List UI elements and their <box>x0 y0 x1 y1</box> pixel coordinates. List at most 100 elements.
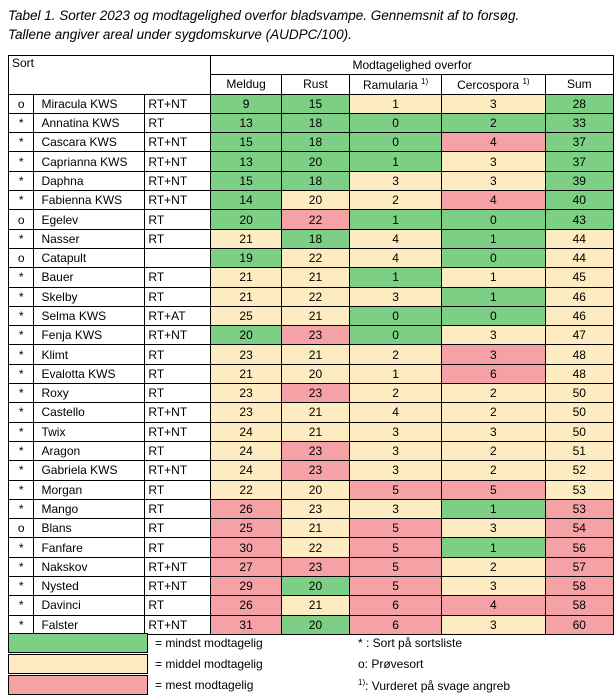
cell-meldug: 21 <box>210 228 282 249</box>
sort-marker: * <box>7 132 35 153</box>
cell-ramularia: 0 <box>349 112 443 134</box>
cell-ramularia: 1 <box>349 267 443 288</box>
cell-sum: 58 <box>544 576 614 597</box>
cell-meldug: 24 <box>210 460 282 481</box>
cell-meldug: 15 <box>210 132 282 153</box>
cell-ramularia: 3 <box>349 170 443 192</box>
table-row: * Davinci RT 26 21 6 4 58 <box>7 595 614 616</box>
variety-name: Miracula KWS <box>33 93 146 114</box>
cell-cercospora: 4 <box>441 132 546 153</box>
cell-meldug: 31 <box>210 614 282 635</box>
sort-marker: * <box>7 576 35 597</box>
variety-type: RT+NT <box>144 93 212 114</box>
cell-rust: 23 <box>280 325 351 346</box>
cell-cercospora: 0 <box>441 305 546 327</box>
cell-meldug: 23 <box>210 402 282 423</box>
cell-sum: 43 <box>544 209 614 230</box>
table-row: o Catapult 19 22 4 0 44 <box>7 247 614 269</box>
sort-marker: o <box>7 209 35 230</box>
cell-rust: 18 <box>280 132 351 153</box>
cell-rust: 20 <box>280 363 351 385</box>
cell-cercospora: 6 <box>441 363 546 385</box>
sort-marker: * <box>7 402 35 423</box>
variety-type: RT <box>144 595 212 616</box>
variety-name: Fenja KWS <box>33 325 146 346</box>
footnote-mark: 1) <box>522 76 530 86</box>
sort-header: Sort <box>7 55 212 95</box>
cell-rust: 21 <box>280 518 351 539</box>
cell-ramularia: 2 <box>349 383 443 404</box>
cell-meldug: 23 <box>210 344 282 365</box>
variety-type: RT+NT <box>144 556 212 578</box>
cell-ramularia: 3 <box>349 421 443 442</box>
cell-ramularia: 1 <box>349 363 443 385</box>
variety-name: Blans <box>33 518 146 539</box>
cell-ramularia: 2 <box>349 190 443 211</box>
sort-marker: * <box>7 421 35 442</box>
variety-name: Roxy <box>33 383 146 404</box>
variety-type: RT <box>144 498 212 520</box>
cell-ramularia: 3 <box>349 440 443 462</box>
variety-type: RT <box>144 537 212 558</box>
cell-meldug: 22 <box>210 479 282 500</box>
legend-swatch-red <box>8 675 148 695</box>
legend-swatch-green <box>8 633 148 653</box>
legend-o-note: o: Prøvesort <box>358 657 424 671</box>
col-header-ramularia: Ramularia 1) <box>349 74 443 95</box>
cell-rust: 18 <box>280 112 351 134</box>
cell-sum: 33 <box>544 112 614 134</box>
legend-swatch-yellow <box>8 654 148 674</box>
table-row: o Blans RT 25 21 5 3 54 <box>7 518 614 539</box>
cell-cercospora: 1 <box>441 537 546 558</box>
cell-ramularia: 4 <box>349 247 443 269</box>
sort-marker: * <box>7 228 35 249</box>
legend-yellow-label: = middel modtagelig <box>155 657 263 671</box>
legend-green-label: = mindst modtagelig <box>155 636 263 650</box>
cell-meldug: 26 <box>210 498 282 520</box>
sort-marker: * <box>7 537 35 558</box>
cell-cercospora: 2 <box>441 112 546 134</box>
variety-type: RT <box>144 440 212 462</box>
variety-type: RT <box>144 479 212 500</box>
cell-rust: 23 <box>280 383 351 404</box>
variety-name: Annatina KWS <box>33 112 146 134</box>
variety-type: RT+NT <box>144 170 212 192</box>
sort-marker: * <box>7 614 35 635</box>
variety-name: Falster <box>33 614 146 635</box>
cell-sum: 47 <box>544 325 614 346</box>
variety-type: RT <box>144 209 212 230</box>
cell-rust: 22 <box>280 247 351 269</box>
table-row: * Castello RT+NT 23 21 4 2 50 <box>7 402 614 423</box>
cell-rust: 18 <box>280 170 351 192</box>
cell-sum: 37 <box>544 132 614 153</box>
cell-rust: 20 <box>280 190 351 211</box>
variety-type: RT <box>144 267 212 288</box>
variety-name: Twix <box>33 421 146 442</box>
sort-marker: * <box>7 498 35 520</box>
cell-meldug: 20 <box>210 325 282 346</box>
cell-sum: 58 <box>544 595 614 616</box>
cell-ramularia: 1 <box>349 151 443 172</box>
cell-meldug: 15 <box>210 170 282 192</box>
cell-rust: 22 <box>280 286 351 307</box>
legend-footnote: 1): Vurderet på svage angreb <box>358 678 511 693</box>
sort-marker: o <box>7 247 35 269</box>
variety-name: Klimt <box>33 344 146 365</box>
variety-name: Nakskov <box>33 556 146 578</box>
cell-meldug: 20 <box>210 209 282 230</box>
cell-cercospora: 3 <box>441 576 546 597</box>
cell-cercospora: 3 <box>441 170 546 192</box>
cell-cercospora: 5 <box>441 479 546 500</box>
cell-cercospora: 1 <box>441 286 546 307</box>
table-row: * Fabienna KWS RT+NT 14 20 2 4 40 <box>7 190 614 211</box>
table-row: o Miracula KWS RT+NT 9 15 1 3 28 <box>7 93 614 114</box>
variety-type: RT+NT <box>144 421 212 442</box>
group-header: Modtagelighed overfor <box>210 54 614 76</box>
variety-name: Catapult <box>33 247 146 269</box>
variety-type: RT <box>144 363 212 385</box>
variety-name: Davinci <box>33 595 146 616</box>
caption-line-2: Tallene angiver areal under sygdomskurve… <box>8 27 352 42</box>
cell-rust: 21 <box>280 305 351 327</box>
cell-cercospora: 2 <box>441 440 546 462</box>
cell-sum: 28 <box>544 93 614 114</box>
